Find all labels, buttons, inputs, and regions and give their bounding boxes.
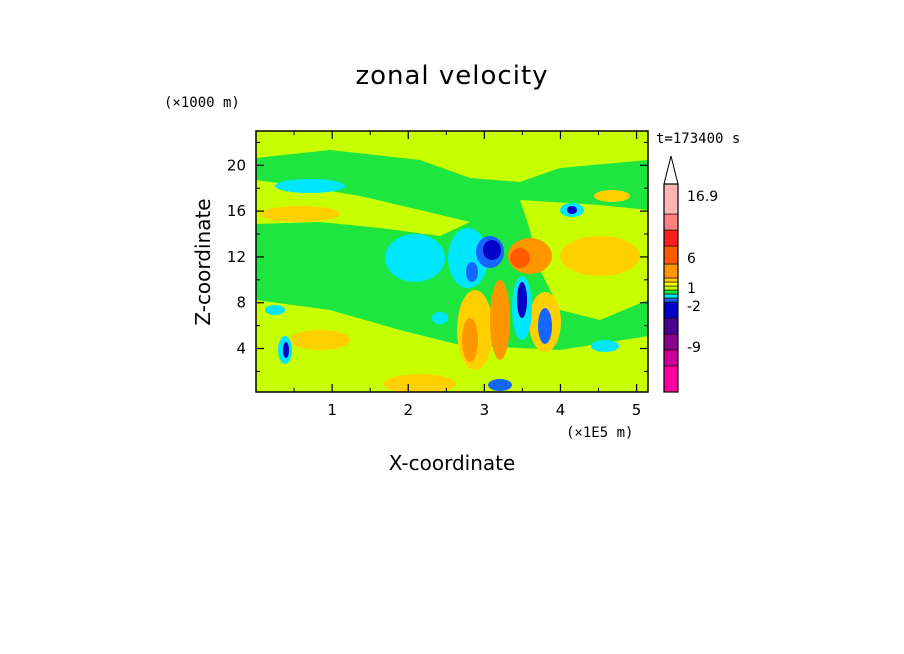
x-unit-label: (×1E5 m) (566, 425, 633, 441)
colorbar-label: -9 (687, 340, 701, 356)
x-tick-label: 2 (403, 401, 413, 419)
colorbar-segment (663, 245, 679, 265)
colorbar-segment (663, 333, 679, 351)
y-axis: 4 8 12 16 20 (227, 141, 648, 372)
colorbar-segment (663, 349, 679, 367)
x-tick-label: 1 (327, 401, 337, 419)
colorbar-extend-arrow (663, 155, 679, 185)
colorbar-segment (663, 301, 679, 319)
y-tick-label: 16 (227, 202, 246, 220)
y-tick-label: 8 (236, 294, 246, 312)
y-unit-label: (×1000 m) (164, 95, 240, 111)
x-axis-title: X-coordinate (389, 451, 516, 475)
colorbar-segment (663, 263, 679, 279)
colorbar-segment (663, 277, 679, 283)
colorbar-segment (663, 365, 679, 393)
y-tick-label: 20 (227, 156, 246, 174)
colorbar-segment (663, 285, 679, 291)
x-tick-label: 3 (480, 401, 490, 419)
colorbar-label: 6 (687, 251, 696, 267)
heatmap-field (256, 131, 648, 392)
colorbar-frame (663, 183, 679, 393)
colorbar-segment (663, 293, 679, 299)
colorbar-label: 1 (687, 281, 696, 297)
y-tick-label: 12 (227, 248, 246, 266)
time-label: t=173400 s (656, 131, 740, 147)
colorbar-segment (663, 289, 679, 295)
x-tick-label: 5 (632, 401, 642, 419)
chart-title: zonal velocity (355, 61, 548, 91)
x-axis: 1 2 3 4 5 (293, 131, 642, 419)
plot-frame (255, 130, 649, 393)
colorbar-segment (663, 213, 679, 231)
colorbar-segment (663, 183, 679, 215)
y-axis-title: Z-coordinate (191, 198, 215, 325)
y-tick-label: 4 (236, 340, 246, 358)
colorbar-segment (663, 229, 679, 247)
colorbar-segment (663, 317, 679, 335)
colorbar-label: -2 (687, 299, 701, 315)
colorbar-segment (663, 297, 679, 303)
colorbar-label: 16.9 (687, 189, 718, 205)
colorbar: -9 -2 1 6 16.9 (663, 155, 718, 393)
colorbar-segment (663, 281, 679, 287)
x-tick-label: 4 (556, 401, 566, 419)
